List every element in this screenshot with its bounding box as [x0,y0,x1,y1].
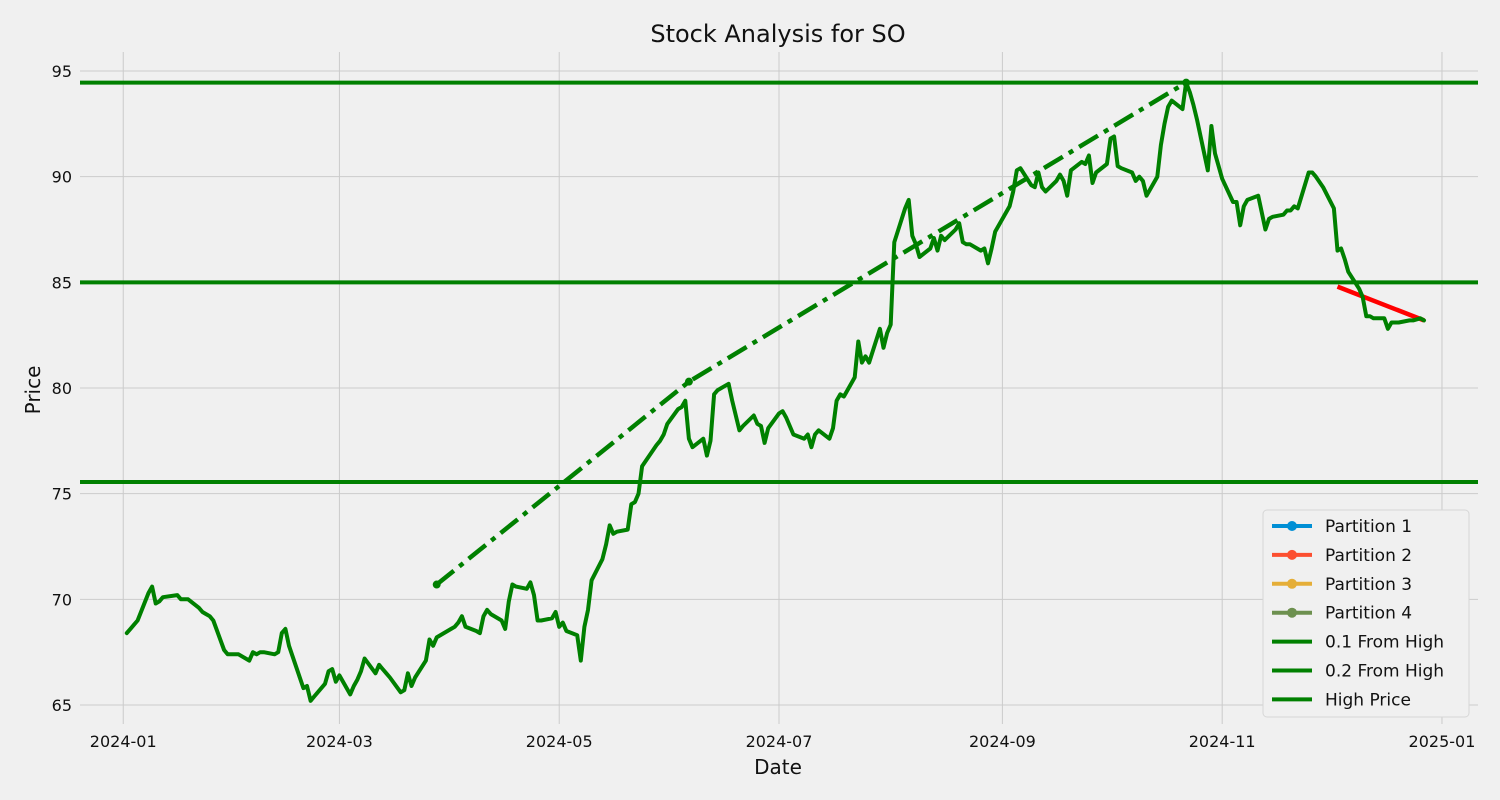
tick-labels: 65 70 75 80 85 90 95 2024-01 2024-03 2024-05 2024-… [52,62,1476,751]
x-tick-label: 2024-05 [526,732,593,751]
x-tick-label: 2024-07 [746,732,813,751]
legend-marker [1287,549,1297,560]
legend-label: 0.1 From High [1325,633,1444,653]
legend-label: Partition 3 [1325,575,1412,595]
y-tick-label: 95 [52,62,72,81]
price-series [124,80,1426,703]
trend-lines [432,78,1425,589]
legend-marker [1287,578,1297,589]
legend-marker [1287,607,1297,618]
x-axis-title: Date [754,755,802,779]
x-tick-label: 2024-01 [90,732,157,751]
grid [80,52,1478,724]
legend-label: Partition 2 [1325,546,1412,566]
legend-marker [1287,521,1297,531]
trend-line-dashdot [435,80,1188,587]
legend-label: Partition 4 [1325,604,1412,624]
y-tick-label: 75 [52,485,72,504]
chart-title: Stock Analysis for SO [650,20,905,48]
reference-lines [80,80,1478,485]
x-tick-label: 2024-11 [1189,732,1256,751]
x-tick-label: 2025-01 [1409,732,1476,751]
legend-label: Partition 1 [1325,517,1412,537]
y-tick-label: 65 [52,696,72,715]
y-tick-label: 90 [52,168,72,187]
y-tick-label: 70 [52,590,72,609]
y-tick-label: 80 [52,379,72,398]
trend-point [684,377,693,386]
price-line [124,80,1426,703]
legend-box [1262,509,1470,718]
legend-label: 0.2 From High [1325,662,1444,682]
x-tick-label: 2024-03 [306,732,373,751]
legend-label: High Price [1325,690,1411,710]
y-axis-title: Price [21,366,45,415]
y-tick-label: 85 [52,273,72,292]
trend-line-recent [1336,284,1425,323]
x-tick-label: 2024-09 [969,732,1036,751]
trend-point [432,580,441,589]
legend: Partition 1 Partition 2 Partition 3 Partiti… [1262,509,1470,718]
